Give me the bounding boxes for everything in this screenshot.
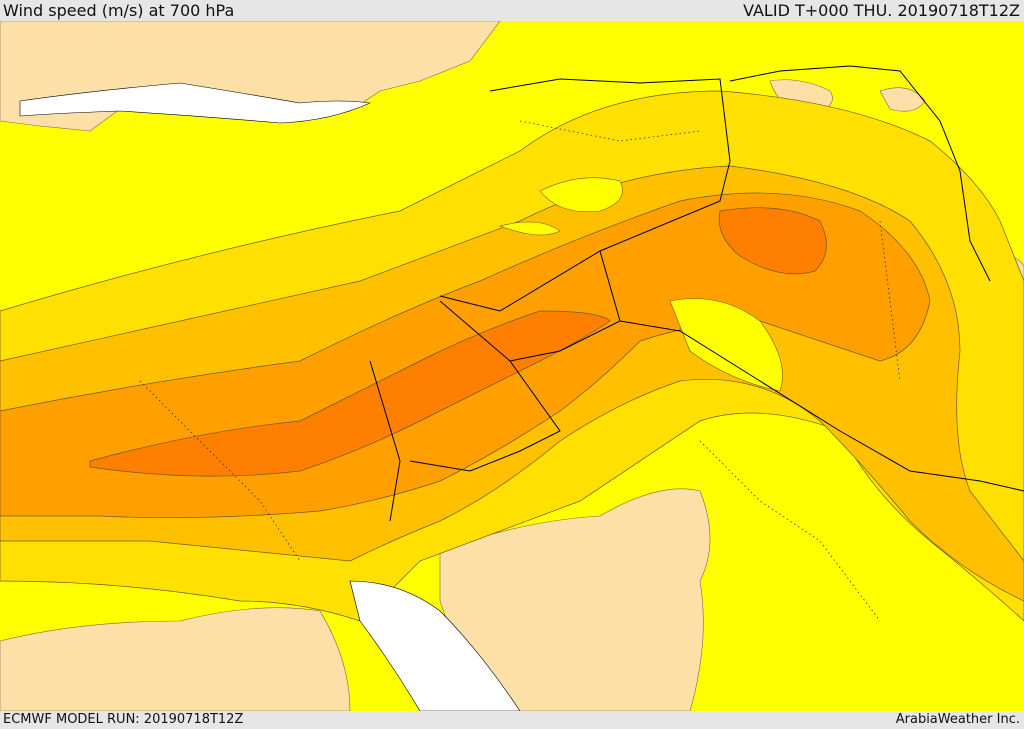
calm-pocket-1 [539, 177, 623, 213]
low-wind-northeast [879, 87, 926, 112]
map-title: Wind speed (m/s) at 700 hPa [3, 1, 235, 20]
valid-time-label: VALID T+000 THU. 20190718T12Z [743, 1, 1020, 20]
band-5-core-east [718, 207, 827, 275]
map-footer: ECMWF MODEL RUN: 20190718T12Z ArabiaWeat… [0, 711, 1024, 729]
low-wind-egypt [0, 607, 351, 711]
border-syria [439, 78, 731, 312]
map-header: Wind speed (m/s) at 700 hPa VALID T+000 … [0, 0, 1024, 21]
credit-label: ArabiaWeather Inc. [895, 712, 1020, 727]
map-canvas [0, 21, 1024, 711]
border-sinai [369, 360, 401, 522]
red-sea [349, 580, 521, 711]
province-borders [139, 120, 901, 622]
border-saudi-jordan [409, 360, 561, 472]
calm-pocket-2 [498, 221, 561, 236]
mediterranean-edge [19, 82, 372, 124]
country-borders [369, 65, 1024, 522]
wind-speed-map [0, 21, 1024, 711]
water-bodies [19, 82, 521, 711]
model-run-label: ECMWF MODEL RUN: 20190718T12Z [3, 712, 244, 727]
band-5-core-west [89, 310, 611, 477]
province-line-2 [139, 380, 301, 562]
border-saudi-iraq [619, 320, 1024, 492]
calm-pocket-3 [669, 298, 783, 392]
border-iran [729, 65, 991, 282]
border-jordan [439, 250, 621, 362]
calm-pockets [498, 177, 783, 392]
